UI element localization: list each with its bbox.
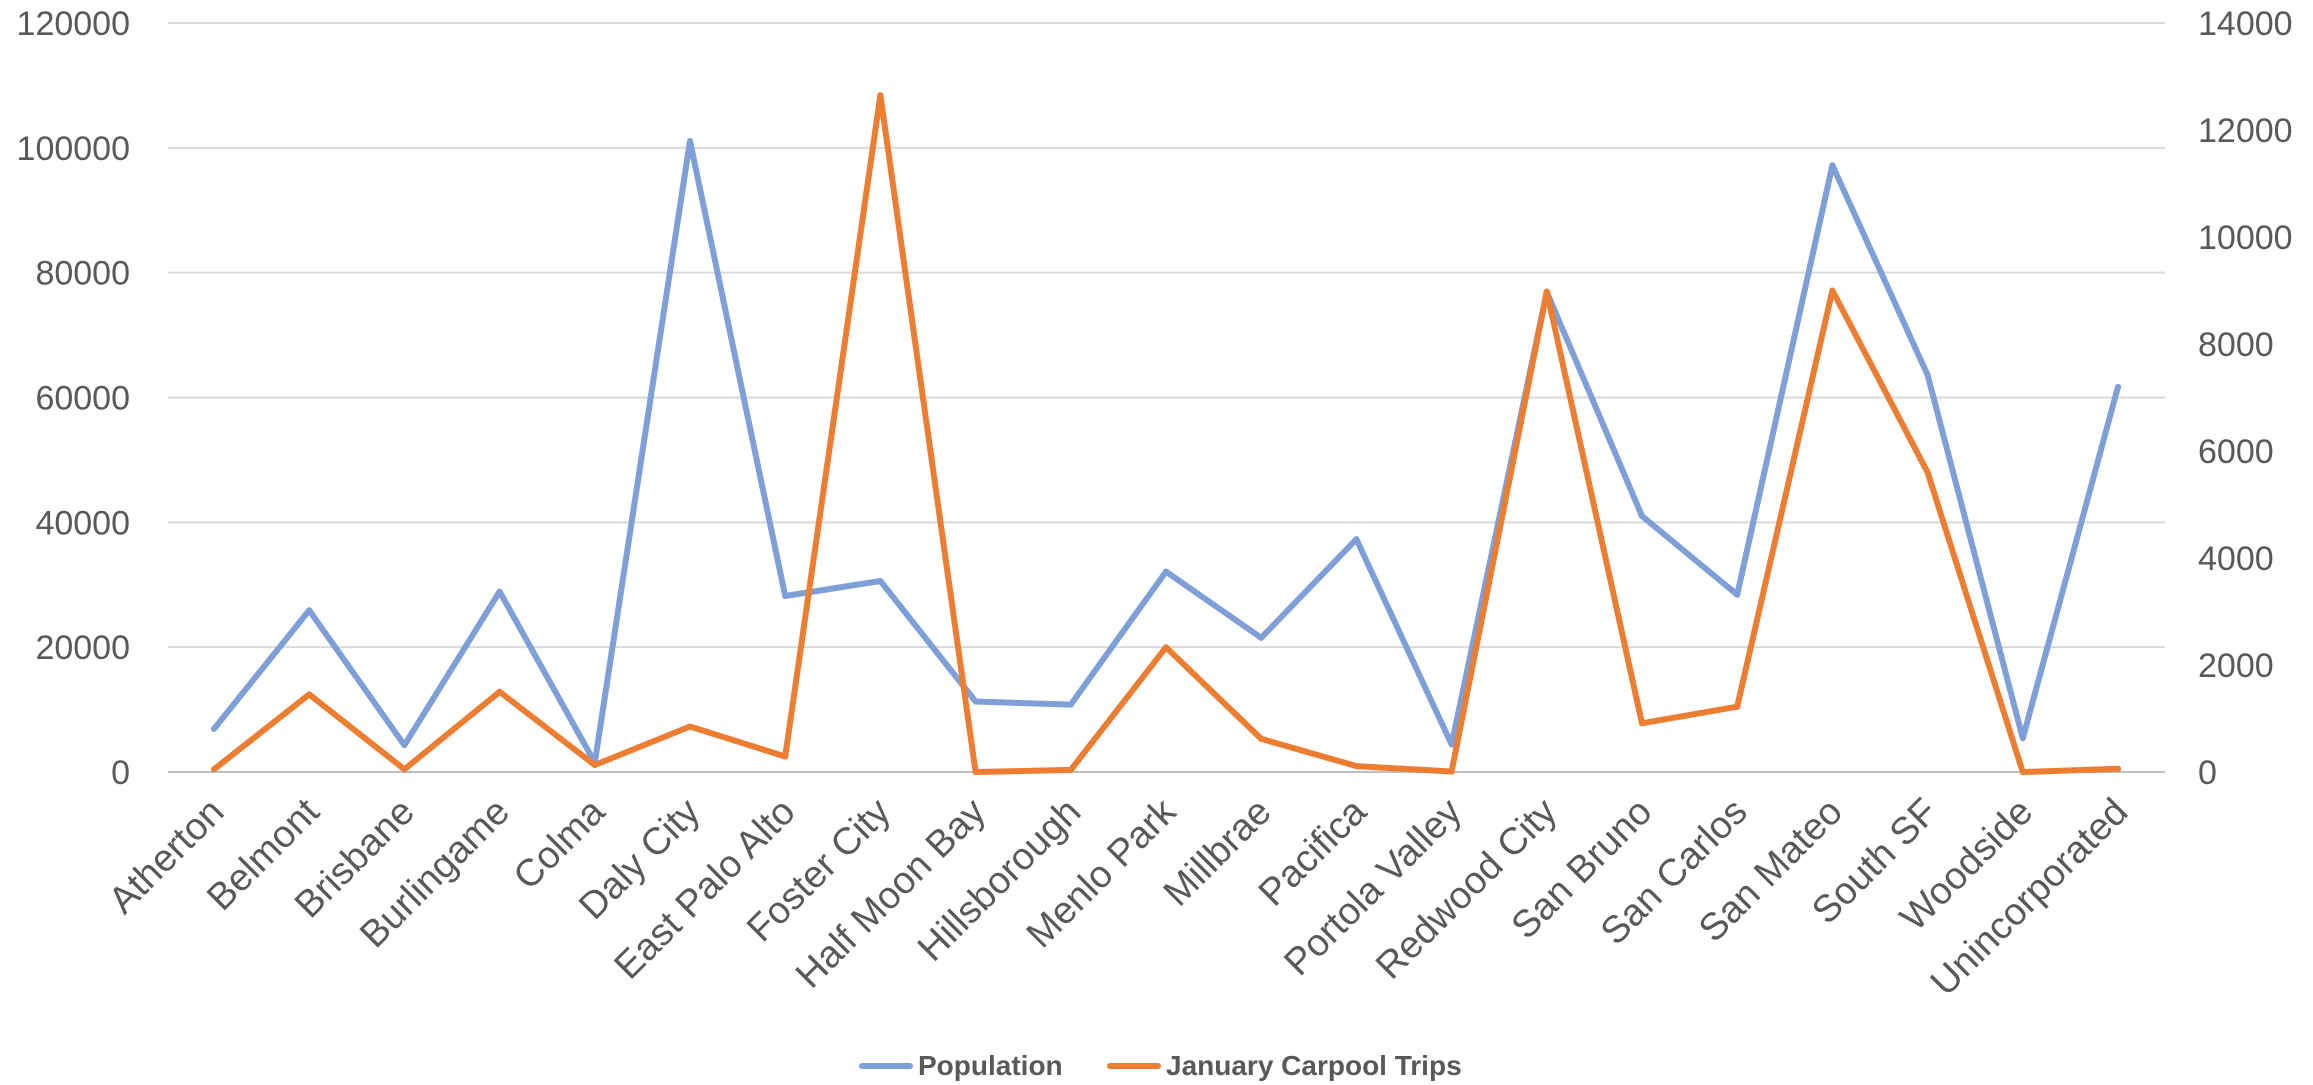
left-axis-tick-label: 80000 [35,255,130,293]
data-point [2019,735,2026,742]
left-axis-tick-label: 120000 [17,5,130,43]
data-point [1067,766,1074,773]
data-point [687,723,693,730]
series-points-1 [211,92,2121,775]
series-line-january-carpool-trips [211,92,2121,775]
right-axis-tick-label: 10000 [2198,219,2293,257]
data-point [1639,720,1645,727]
data-point [211,725,217,732]
data-point [782,753,789,760]
data-point [591,762,598,769]
data-point [972,698,979,705]
data-point [1734,591,1741,598]
left-axis-tick-label: 40000 [35,504,130,542]
right-axis-tick-label: 6000 [2198,433,2274,471]
data-point [306,691,313,698]
data-point [972,769,979,775]
data-point [1448,768,1455,775]
right-axis-tick-label: 4000 [2198,540,2274,578]
legend: Population January Carpool Trips [859,1050,1462,1081]
data-point [401,766,408,773]
right-axis-tick-label: 12000 [2198,112,2293,150]
data-point [687,137,693,144]
left-axis-tick-label: 20000 [35,629,130,667]
left-y-axis: 0 20000 40000 60000 80000 100000 120000 [17,5,130,792]
right-axis-tick-label: 8000 [2198,326,2274,364]
data-point [306,607,313,614]
data-point [877,578,884,585]
data-point [877,92,884,99]
data-point [782,592,789,599]
right-y-axis: 0 2000 4000 6000 8000 10000 12000 14000 [2198,5,2293,792]
data-point [1067,701,1074,708]
data-point [211,766,217,773]
data-point [1924,372,1931,379]
data-point [401,742,408,749]
legend-item: Population [859,1050,1063,1081]
data-point [1258,634,1265,641]
series-line-population [211,138,2121,766]
data-point [2115,383,2121,390]
data-point [1448,741,1455,748]
left-axis-tick-label: 0 [111,754,130,792]
data-point [1258,735,1265,742]
right-axis-tick-label: 0 [2198,754,2217,792]
data-point [1829,162,1836,169]
left-axis-tick-label: 100000 [17,130,130,168]
data-point [1639,513,1645,520]
data-point [1543,288,1550,295]
legend-label: January Carpool Trips [1166,1050,1462,1081]
data-point [1353,536,1360,543]
series-points-0 [211,137,2121,766]
left-axis-tick-label: 60000 [35,380,130,418]
legend-label: Population [918,1050,1063,1081]
data-point [2019,769,2026,775]
data-point [1353,763,1360,770]
data-point [1734,703,1741,710]
data-point [1924,469,1931,476]
data-point [2115,765,2121,772]
data-point [1163,568,1169,575]
legend-item: January Carpool Trips [1107,1050,1462,1081]
x-axis: AthertonBelmontBrisbaneBurlingameColmaDa… [101,790,2136,1004]
gridlines [168,22,2165,773]
data-point [1829,287,1836,294]
right-axis-tick-label: 2000 [2198,647,2274,685]
right-axis-tick-label: 14000 [2198,5,2293,43]
data-point [496,688,503,695]
data-point [496,588,503,595]
data-point [1163,644,1169,651]
